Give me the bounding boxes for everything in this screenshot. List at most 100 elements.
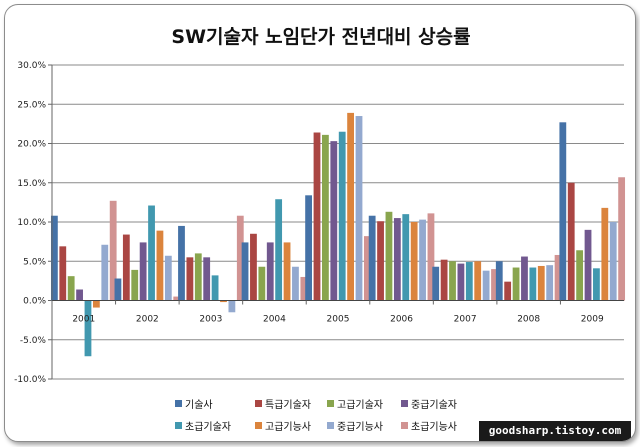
bar xyxy=(156,230,164,301)
x-tick-label: 2007 xyxy=(454,315,477,325)
y-tick-label: 25.0% xyxy=(17,100,46,110)
legend-label: 중급기술자 xyxy=(411,399,457,411)
bar xyxy=(377,221,384,301)
legend-swatch xyxy=(327,422,334,429)
bar xyxy=(67,276,75,301)
legend-label: 기술사 xyxy=(185,399,213,411)
bar xyxy=(601,207,609,301)
bar xyxy=(59,246,67,301)
bar xyxy=(393,218,401,301)
legend-swatch xyxy=(255,400,262,407)
axes xyxy=(51,65,624,379)
bar xyxy=(300,276,308,301)
bar xyxy=(474,261,482,301)
bar xyxy=(495,261,503,301)
bar xyxy=(355,116,363,301)
legend-label: 초급기능사 xyxy=(411,421,457,433)
x-tick-label: 2006 xyxy=(390,315,413,325)
x-tick-label: 2009 xyxy=(581,315,604,325)
bar xyxy=(529,267,537,301)
bar xyxy=(139,242,147,301)
bar xyxy=(576,250,584,301)
y-tick-label: 15.0% xyxy=(17,179,46,189)
bar xyxy=(220,300,227,303)
y-tick-label: 20.0% xyxy=(17,140,46,150)
bar xyxy=(101,244,109,301)
bar xyxy=(419,219,426,301)
bar xyxy=(178,225,185,301)
bar xyxy=(283,242,291,301)
x-tick-label: 2008 xyxy=(517,315,540,325)
bar xyxy=(84,300,92,357)
bar xyxy=(427,213,435,301)
bar xyxy=(250,233,257,301)
y-tick-label: 30.0% xyxy=(17,61,46,71)
chart-title: SW기술자 노임단가 전년대비 상승률 xyxy=(171,26,470,48)
bar xyxy=(194,253,202,301)
x-tick-label: 2005 xyxy=(327,315,350,325)
x-tick-label: 2002 xyxy=(136,315,159,325)
x-tick-label: 2003 xyxy=(199,315,222,325)
legend-item: 특급기술자 xyxy=(255,399,311,411)
bar xyxy=(76,289,83,301)
bar xyxy=(449,261,456,301)
bar xyxy=(482,270,490,301)
bar xyxy=(241,242,249,301)
bar xyxy=(50,215,58,301)
bar xyxy=(457,263,465,301)
bar xyxy=(236,215,244,301)
legend-item: 초급기술자 xyxy=(175,421,231,433)
legend-swatch xyxy=(175,400,182,407)
bar xyxy=(465,262,473,301)
bars xyxy=(50,112,626,357)
bar xyxy=(402,214,410,301)
watermark-label: goodsharp.tistoy.com xyxy=(479,421,631,441)
bar xyxy=(313,132,321,301)
bar xyxy=(593,268,600,301)
bar xyxy=(114,278,122,301)
bar xyxy=(122,234,130,301)
bar xyxy=(275,199,283,301)
legend-item: 초급기능사 xyxy=(401,421,457,433)
bar xyxy=(618,177,626,301)
bar xyxy=(164,255,172,301)
bar xyxy=(266,242,274,301)
bar xyxy=(92,300,100,308)
legend-item: 고급기술자 xyxy=(327,399,383,411)
x-tick-label: 2004 xyxy=(263,315,286,325)
bar xyxy=(559,122,567,301)
bar xyxy=(546,265,554,301)
x-tick-label: 2001 xyxy=(72,315,95,325)
y-axis-ticks: -10.0% -5.0% 0.0% 5.0% 10.0% 15.0% 20.0% 25.0% 3… xyxy=(14,61,52,385)
bar xyxy=(330,141,338,301)
bar xyxy=(521,256,528,301)
bar xyxy=(347,112,354,301)
bar xyxy=(512,267,520,301)
gridlines xyxy=(52,64,624,380)
bar xyxy=(368,215,376,301)
legend-item: 고급기능사 xyxy=(255,421,311,433)
bar xyxy=(338,131,346,301)
bar xyxy=(109,200,117,301)
bar xyxy=(305,195,312,301)
legend-item: 중급기능사 xyxy=(327,421,383,433)
legend-label: 초급기술자 xyxy=(185,421,231,433)
bar xyxy=(410,222,418,301)
y-tick-label: 10.0% xyxy=(17,218,46,228)
bar xyxy=(364,236,371,301)
bar xyxy=(432,266,440,301)
legend-item: 기술사 xyxy=(175,399,213,411)
bar xyxy=(228,300,236,313)
bar xyxy=(292,266,299,301)
bar xyxy=(148,205,155,301)
bar xyxy=(131,269,139,301)
bar xyxy=(203,257,211,301)
legend-swatch xyxy=(327,400,334,407)
bar xyxy=(385,211,393,301)
bar xyxy=(258,266,266,301)
bar xyxy=(584,229,592,301)
legend-swatch xyxy=(255,422,262,429)
y-tick-label: 0.0% xyxy=(23,297,46,307)
y-tick-label: -5.0% xyxy=(20,336,47,346)
